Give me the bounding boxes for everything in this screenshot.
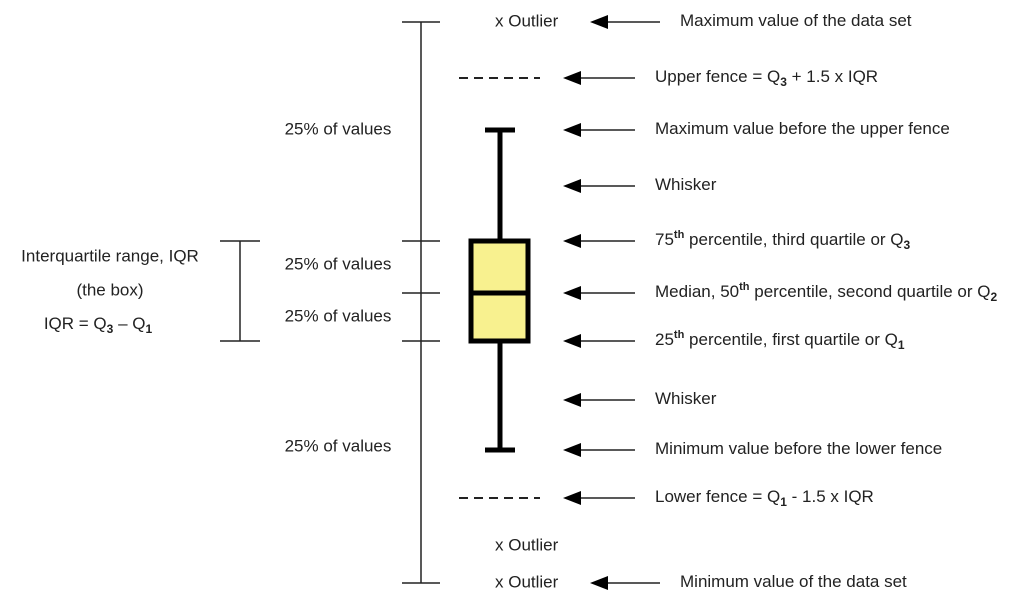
text-part: percentile, third quartile or Q xyxy=(684,230,903,249)
arrow-head xyxy=(563,234,581,248)
annotation: Minimum value before the lower fence xyxy=(655,439,942,458)
arrow-head xyxy=(590,15,608,29)
iqr-formula: IQR = Q3 – Q1 xyxy=(44,314,153,336)
text-part: 75 xyxy=(655,230,674,249)
arrow-head xyxy=(563,393,581,407)
outlier-label: x Outlier xyxy=(495,572,559,591)
text-part: percentile, second quartile or Q xyxy=(750,282,991,301)
outlier-label: x Outlier xyxy=(495,535,559,554)
subscript: 3 xyxy=(904,238,911,252)
iqr-subtitle: (the box) xyxy=(76,280,143,299)
text-part: - 1.5 x IQR xyxy=(787,487,874,506)
text-part: Maximum value of the data set xyxy=(680,11,912,30)
text-part: Maximum value before the upper fence xyxy=(655,119,950,138)
subscript: 1 xyxy=(145,322,152,336)
annotation: Upper fence = Q3 + 1.5 x IQR xyxy=(655,67,878,89)
text-part: – Q xyxy=(113,314,145,333)
arrow-head xyxy=(563,491,581,505)
annotation: Median, 50th percentile, second quartile… xyxy=(655,281,997,304)
quarter-label: 25% of values xyxy=(285,436,392,455)
arrow-head xyxy=(563,71,581,85)
text-part: Whisker xyxy=(655,175,717,194)
text-part: Lower fence = Q xyxy=(655,487,780,506)
subscript: 2 xyxy=(990,290,997,304)
quarter-label: 25% of values xyxy=(285,254,392,273)
annotation: Whisker xyxy=(655,175,717,194)
text-part: + 1.5 x IQR xyxy=(787,67,878,86)
supscript: th xyxy=(674,229,685,241)
iqr-title: Interquartile range, IQR xyxy=(21,246,199,265)
annotation: 75th percentile, third quartile or Q3 xyxy=(655,229,911,252)
outlier-label: x Outlier xyxy=(495,11,559,30)
arrow-head xyxy=(563,443,581,457)
supscript: th xyxy=(739,281,750,293)
text-part: percentile, first quartile or Q xyxy=(684,330,898,349)
subscript: 3 xyxy=(780,75,787,89)
text-part: 25 xyxy=(655,330,674,349)
subscript: 1 xyxy=(898,338,905,352)
supscript: th xyxy=(674,329,685,341)
text-part: Upper fence = Q xyxy=(655,67,780,86)
quarter-label: 25% of values xyxy=(285,119,392,138)
quarter-label: 25% of values xyxy=(285,306,392,325)
arrow-head xyxy=(563,123,581,137)
annotation: Minimum value of the data set xyxy=(680,572,907,591)
arrow-head xyxy=(590,576,608,590)
text-part: Median, 50 xyxy=(655,282,739,301)
text-part: IQR = Q xyxy=(44,314,107,333)
text-part: Minimum value before the lower fence xyxy=(655,439,942,458)
annotation: 25th percentile, first quartile or Q1 xyxy=(655,329,905,352)
arrow-head xyxy=(563,334,581,348)
subscript: 1 xyxy=(780,495,787,509)
subscript: 3 xyxy=(107,322,114,336)
text-part: Whisker xyxy=(655,389,717,408)
annotation: Maximum value of the data set xyxy=(680,11,912,30)
arrow-head xyxy=(563,179,581,193)
arrow-head xyxy=(563,286,581,300)
annotation: Whisker xyxy=(655,389,717,408)
annotation: Maximum value before the upper fence xyxy=(655,119,950,138)
annotation: Lower fence = Q1 - 1.5 x IQR xyxy=(655,487,874,509)
text-part: Minimum value of the data set xyxy=(680,572,907,591)
